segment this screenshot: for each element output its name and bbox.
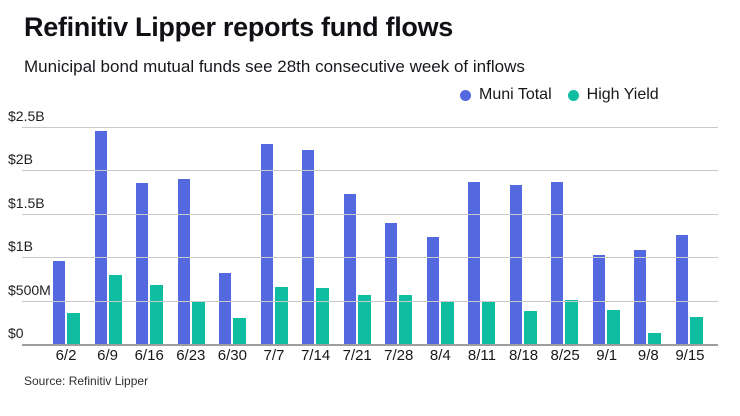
legend-label-muni-total: Muni Total [479, 86, 552, 103]
bar-group-8/25 [551, 127, 579, 344]
x-axis-tick-7/21: 7/21 [342, 347, 372, 364]
bars-container [53, 127, 703, 344]
legend: Muni Total High Yield [460, 86, 659, 104]
bar-muni-total-8/25 [551, 181, 564, 344]
bar-group-6/23 [177, 127, 205, 344]
x-axis-tick-7/7: 7/7 [263, 347, 285, 364]
bar-muni-total-6/9 [94, 131, 107, 344]
y-axis-tick-$2.5B: $2.5B [8, 108, 45, 124]
bar-high-yield-6/2 [67, 312, 80, 344]
bar-muni-total-6/23 [177, 179, 190, 344]
gridline-$0 [22, 344, 718, 346]
bar-muni-total-6/30 [219, 272, 232, 344]
bar-chart-plot-area [22, 127, 718, 346]
x-axis-tick-6/23: 6/23 [176, 347, 206, 364]
bar-high-yield-9/8 [648, 332, 662, 344]
bar-muni-total-6/2 [53, 260, 65, 344]
bar-group-8/4 [426, 127, 454, 344]
source-note: Source: Refinitiv Lipper [24, 374, 149, 388]
bar-high-yield-6/23 [191, 300, 205, 344]
bar-group-6/9 [94, 127, 122, 344]
x-axis-tick-8/11: 8/11 [467, 347, 496, 364]
bar-group-9/15 [675, 127, 703, 344]
bar-muni-total-7/14 [302, 149, 315, 344]
bar-muni-total-9/15 [675, 234, 688, 344]
bar-muni-total-9/1 [592, 254, 605, 344]
legend-label-high-yield: High Yield [586, 86, 659, 103]
gridline-$2.5B [22, 127, 718, 128]
bar-high-yield-8/18 [523, 311, 537, 344]
gridline-$500M [22, 300, 718, 302]
x-axis-tick-9/1: 9/1 [596, 347, 618, 364]
bar-group-6/16 [136, 127, 164, 344]
bar-high-yield-9/15 [689, 317, 703, 344]
x-axis-tick-8/4: 8/4 [429, 347, 451, 364]
gridline-$1.5B [22, 213, 718, 215]
bar-high-yield-7/7 [274, 286, 288, 344]
bar-group-7/28 [385, 127, 413, 344]
bar-muni-total-7/21 [343, 193, 356, 344]
bar-high-yield-6/16 [150, 284, 164, 344]
bar-group-7/14 [302, 127, 330, 344]
bar-muni-total-8/4 [426, 237, 439, 344]
bar-high-yield-7/28 [399, 295, 413, 344]
x-axis-tick-7/14: 7/14 [300, 347, 331, 364]
bar-group-7/7 [260, 127, 288, 344]
page-title: Refinitiv Lipper reports fund flows [24, 12, 454, 42]
y-axis-tick-$1.5B: $1.5B [8, 194, 45, 211]
x-axis-tick-7/28: 7/28 [384, 347, 414, 364]
high-yield-swatch-icon [567, 89, 579, 101]
y-axis-tick-$500M: $500M [8, 281, 51, 298]
x-axis-tick-6/2: 6/2 [55, 347, 77, 364]
page-subtitle: Municipal bond mutual funds see 28th con… [24, 57, 525, 76]
x-axis-tick-6/9: 6/9 [97, 347, 119, 364]
bar-group-8/18 [509, 127, 537, 344]
bar-high-yield-8/4 [440, 301, 454, 344]
gridline-$1B [22, 257, 718, 259]
bar-group-6/30 [219, 127, 247, 344]
bar-muni-total-8/11 [468, 181, 481, 344]
bar-high-yield-6/9 [108, 274, 122, 344]
bar-high-yield-8/11 [482, 301, 496, 344]
bar-high-yield-6/30 [233, 317, 247, 344]
gridline-$2B [22, 170, 718, 172]
x-axis-tick-8/18: 8/18 [508, 347, 539, 364]
bar-high-yield-9/1 [606, 310, 620, 344]
legend-item-high-yield: High Yield [567, 86, 659, 104]
bar-muni-total-8/18 [509, 185, 522, 344]
bar-group-9/1 [592, 127, 620, 344]
x-axis-tick-6/30: 6/30 [217, 347, 247, 364]
bar-group-9/8 [634, 127, 662, 344]
bar-muni-total-6/16 [136, 183, 149, 344]
bar-group-7/21 [343, 127, 371, 344]
x-axis-tick-9/8: 9/8 [637, 347, 659, 364]
bar-high-yield-8/25 [565, 299, 579, 344]
bar-high-yield-7/14 [316, 288, 330, 344]
y-axis-tick-$2B: $2B [8, 151, 33, 168]
y-axis-tick-$1B: $1B [8, 238, 33, 255]
bar-group-6/2 [53, 127, 80, 344]
bar-muni-total-9/8 [634, 250, 647, 344]
bar-high-yield-7/21 [357, 294, 371, 344]
x-axis-labels: 6/2 6/9 6/16 6/23 6/30 7/7 7/14 7/21 7/28 8/4 8/11… [53, 347, 705, 364]
bar-group-8/11 [468, 127, 496, 344]
x-axis-tick-9/15: 9/15 [675, 347, 705, 364]
x-axis-tick-6/16: 6/16 [134, 347, 164, 364]
bar-muni-total-7/28 [385, 223, 398, 344]
x-axis-tick-8/25: 8/25 [550, 347, 580, 364]
bar-muni-total-7/7 [260, 144, 273, 344]
y-axis-tick-$0: $0 [8, 325, 24, 341]
legend-item-muni-total: Muni Total [460, 86, 552, 104]
muni-total-swatch-icon [460, 89, 471, 101]
